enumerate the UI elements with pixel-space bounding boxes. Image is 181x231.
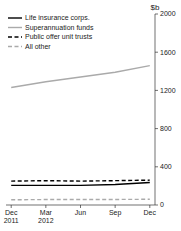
x-tick-label: Mar2012 [38, 209, 54, 224]
x-tick-label: Dec [144, 209, 157, 216]
legend-swatch [8, 46, 22, 47]
x-tick [45, 205, 46, 208]
y-tick [155, 14, 158, 15]
x-tick [115, 205, 116, 208]
legend-label: Superannuation funds [25, 24, 94, 32]
x-tick-label: Dec2011 [4, 209, 19, 224]
series-line [11, 179, 150, 181]
x-tick [11, 205, 12, 208]
series-line [11, 183, 150, 186]
y-tick [155, 52, 158, 53]
y-tick-label: 1200 [160, 87, 176, 94]
x-tick-label-line: Dec [5, 209, 18, 216]
x-tick-label-line: 2011 [4, 217, 19, 224]
y-tick [155, 128, 158, 129]
legend-swatch [8, 36, 22, 37]
series-line [11, 199, 150, 201]
legend-swatch [8, 27, 22, 28]
x-tick-label-line: Sep [109, 209, 122, 217]
x-tick-label-line: Dec [144, 209, 157, 216]
legend-label: Life insurance corps. [25, 14, 90, 22]
chart-container: 0400800120016002000$bDec2011Mar2012JunSe… [0, 0, 181, 231]
legend: Life insurance corps. Superannuation fund… [8, 14, 94, 50]
x-tick [80, 205, 81, 208]
x-tick-label-line: Jun [75, 209, 86, 216]
y-tick-label: 2000 [160, 10, 176, 17]
legend-label: Public offer unit trusts [25, 33, 93, 40]
y-tick-label: 1600 [160, 49, 176, 56]
x-tick-label-line: Mar [40, 209, 53, 216]
x-tick [149, 205, 150, 208]
y-tick-label: 0 [160, 201, 164, 208]
y-tick [155, 166, 158, 167]
legend-swatch [8, 17, 22, 18]
legend-label: All other [25, 43, 51, 50]
y-tick [155, 205, 158, 206]
series-line [11, 66, 150, 88]
y-axis-line [155, 14, 156, 205]
x-tick-label: Jun [75, 209, 86, 216]
y-tick-label: 400 [160, 163, 172, 170]
y-axis-label: $b [151, 3, 160, 12]
y-tick-label: 800 [160, 125, 172, 132]
chart: 0400800120016002000$bDec2011Mar2012JunSe… [0, 0, 181, 231]
y-tick [155, 90, 158, 91]
x-tick-label-line: 2012 [38, 217, 54, 224]
x-tick-label: Sep [109, 209, 122, 217]
plot-area [11, 66, 150, 200]
